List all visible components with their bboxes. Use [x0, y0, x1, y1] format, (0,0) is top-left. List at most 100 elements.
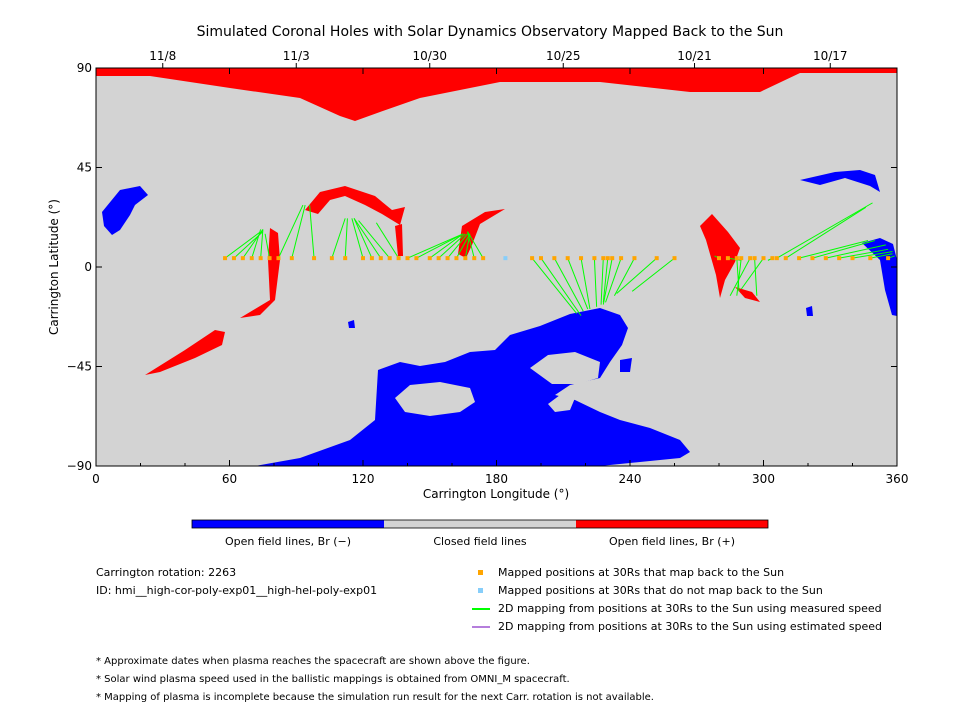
mapping-line [631, 257, 675, 292]
positive-hole-5 [240, 228, 280, 318]
mapped-point [539, 256, 543, 261]
mapping-line [309, 205, 315, 259]
mapping-line [291, 204, 306, 259]
unmapped-point [503, 256, 508, 261]
mapped-point [369, 256, 374, 261]
negative-hole-4 [255, 308, 690, 466]
north-polar-hole-positive [96, 68, 897, 121]
mapping-line [616, 257, 658, 294]
mapped-point [748, 256, 753, 261]
date-label: 10/30 [412, 49, 447, 63]
coronal-hole-shapes [96, 68, 897, 466]
mapped-point [267, 256, 272, 261]
mapping-line [602, 258, 609, 303]
mapped-point [619, 256, 624, 261]
mapping-line [224, 231, 261, 259]
mapping-line [331, 218, 346, 259]
mapping-line [264, 233, 271, 259]
mapped-point [734, 256, 739, 261]
mapping-line [593, 258, 598, 307]
mapping-line [736, 258, 742, 296]
mapped-point [837, 256, 842, 261]
mapping-line [351, 218, 364, 259]
colorbar-label: Closed field lines [433, 535, 527, 548]
mapping-line [353, 218, 373, 259]
colorbar-frame [191, 519, 769, 529]
y-tick-label: −45 [67, 360, 92, 374]
mapped-point [436, 256, 441, 261]
mapped-point [240, 256, 245, 261]
mapped-point [632, 256, 637, 261]
legend-symbols [472, 570, 490, 628]
mapped-point [445, 256, 450, 261]
negative-hole-6 [348, 320, 355, 328]
mapping-line [729, 257, 751, 296]
mapping-line [251, 229, 262, 259]
y-tick-label: 0 [84, 260, 92, 274]
x-tick-label: 0 [92, 472, 100, 486]
mapping-line [580, 258, 591, 310]
date-label: 11/8 [149, 49, 176, 63]
run-id: ID: hmi__high-cor-poly-exp01__high-hel-p… [96, 584, 378, 597]
closed-island-2 [530, 352, 600, 384]
mapped-point [605, 256, 610, 261]
mapping-line [429, 233, 464, 259]
positive-hole-2 [458, 209, 505, 258]
legend-symbol-mapped [478, 570, 483, 575]
legend-label-estimated-speed: 2D mapping from positions at 30Rs to the… [498, 620, 883, 633]
mapped-point [387, 256, 392, 261]
mapping-line [727, 257, 742, 261]
x-tick-label: 120 [352, 472, 375, 486]
axis-layer: 0 60 120 180 240 300 360 90 45 0 −45 −90 11/8 11/3 10/… [67, 49, 909, 486]
footnote-dates: * Approximate dates when plasma reaches … [96, 656, 530, 667]
mapping-line [407, 233, 464, 259]
mapped-point [774, 256, 779, 261]
date-label: 10/17 [813, 49, 848, 63]
footnote-incomplete: * Mapping of plasma is incomplete becaus… [96, 692, 654, 703]
mapped-point [472, 256, 477, 261]
mapped-point [770, 256, 775, 261]
mapping-line [456, 233, 471, 259]
x-tick-label: 300 [752, 472, 775, 486]
mapped-point [654, 256, 659, 261]
y-tick-label: −90 [67, 459, 92, 473]
mapped-point [530, 256, 535, 261]
legend-label-not-mapped: Mapped positions at 30Rs that do not map… [498, 584, 823, 597]
mapping-line [600, 258, 604, 305]
negative-hole-7 [806, 306, 813, 316]
x-tick-label: 240 [619, 472, 642, 486]
closed-island-3 [548, 395, 575, 412]
mapping-line [785, 206, 867, 259]
mapping-line [416, 233, 464, 259]
mapped-point [672, 256, 677, 261]
mapped-point [552, 256, 557, 261]
x-tick-label: 60 [222, 472, 237, 486]
mapped-point [886, 256, 891, 261]
colorbar-segment [384, 520, 576, 528]
mapped-point [378, 256, 383, 261]
mapped-point [312, 256, 317, 261]
footnote-speed-source: * Solar wind plasma speed used in the ba… [96, 674, 570, 685]
negative-hole-5 [620, 358, 632, 372]
mapped-point [329, 256, 334, 261]
mapping-line [613, 257, 635, 296]
y-axis-label: Carrington Latitude (°) [47, 199, 61, 335]
mapping-line [353, 218, 382, 259]
mapping-points [223, 256, 891, 261]
mapped-point [717, 256, 721, 261]
mapping-line [447, 233, 468, 259]
mapped-point [797, 256, 802, 261]
mapped-point [823, 256, 828, 261]
mapped-point [761, 256, 766, 261]
mapping-line [553, 257, 584, 312]
date-label: 11/3 [283, 49, 310, 63]
colorbar-segment [576, 520, 768, 528]
mapping-line [277, 204, 304, 259]
x-axis-label: Carrington Longitude (°) [423, 487, 569, 501]
positive-hole-3 [700, 214, 740, 298]
mapped-point [783, 256, 788, 261]
legend-label-mapped: Mapped positions at 30Rs that map back t… [498, 566, 785, 579]
colorbar-label: Open field lines, Br (+) [609, 535, 735, 548]
mapped-point [610, 256, 615, 261]
